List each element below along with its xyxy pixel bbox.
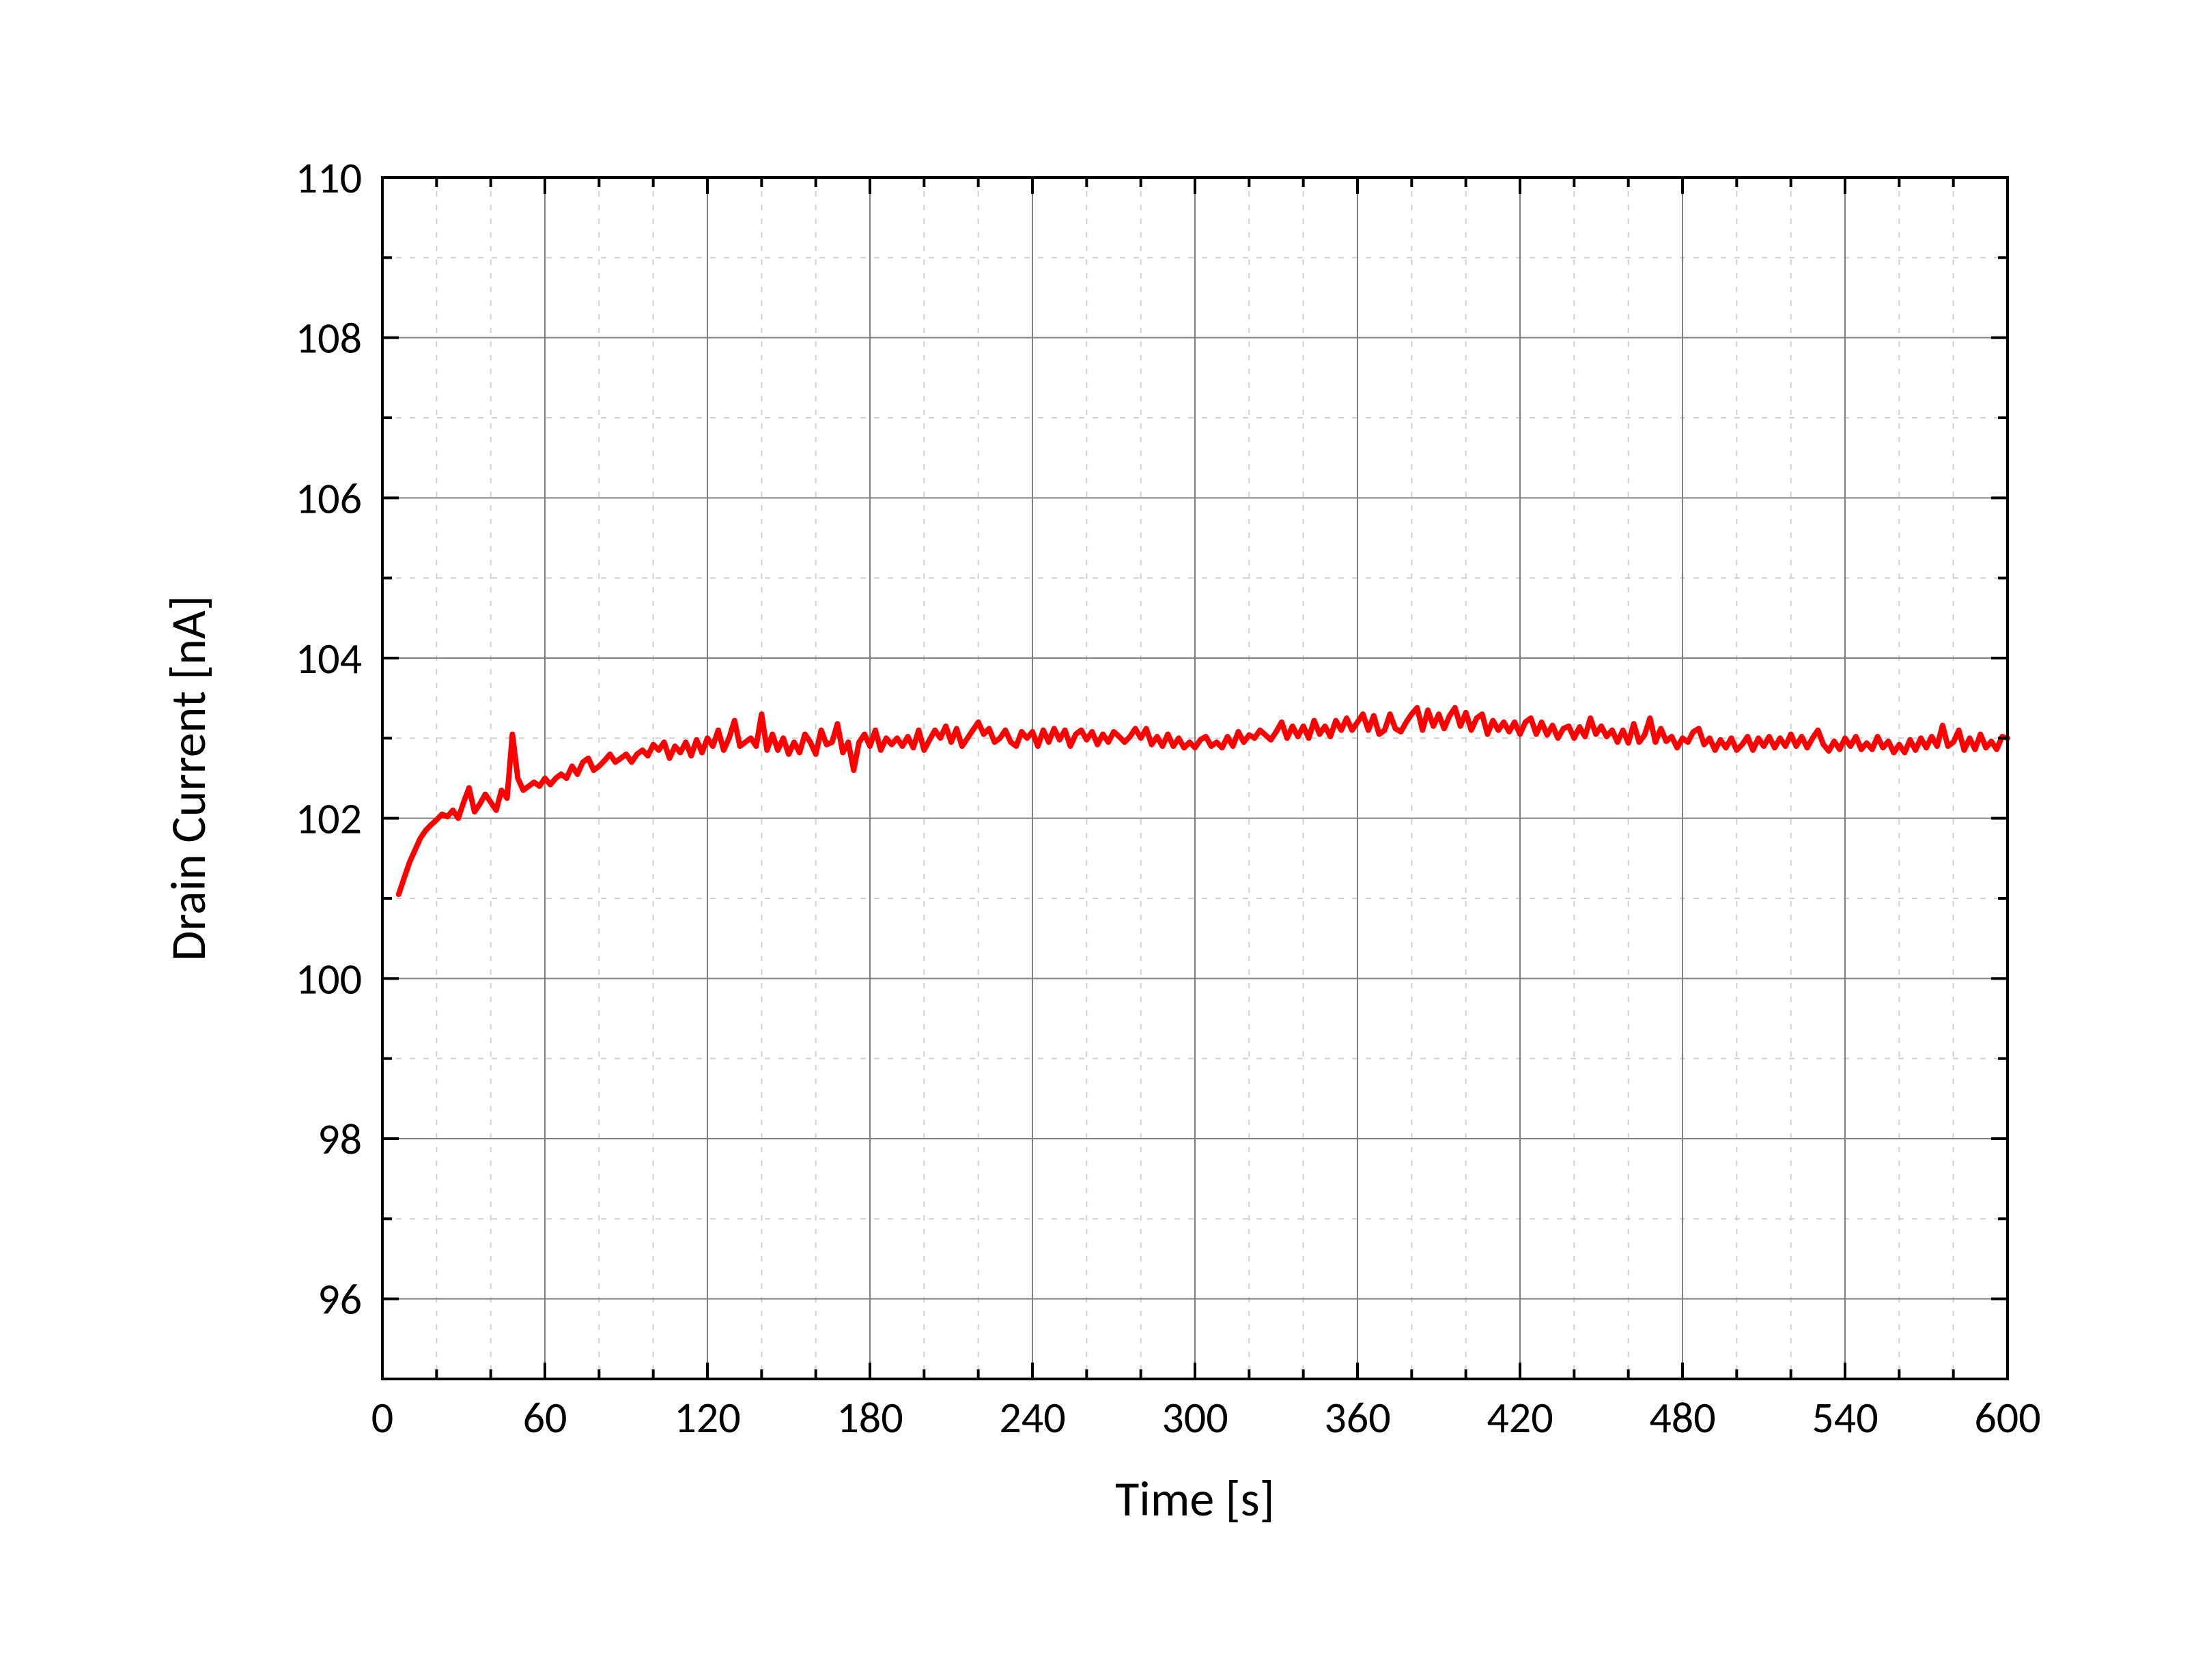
x-tick-label: 300 (1162, 1391, 1228, 1444)
x-tick-label: 480 (1649, 1391, 1715, 1444)
y-tick-label: 102 (296, 793, 362, 846)
x-tick-label: 360 (1324, 1391, 1390, 1444)
x-tick-label: 0 (371, 1391, 393, 1444)
y-axis-label: Drain Current [nA] (158, 595, 219, 961)
x-tick-label: 180 (836, 1391, 903, 1444)
x-tick-label: 120 (674, 1391, 740, 1444)
y-tick-label: 96 (318, 1273, 362, 1326)
x-tick-label: 240 (999, 1391, 1065, 1444)
drain-current-chart: 0 60 120 180 240 300 360 420 480 540 600 96 98 100 102… (0, 0, 2196, 1680)
page: 0 60 120 180 240 300 360 420 480 540 600 96 98 100 102… (0, 0, 2196, 1680)
x-tick-label: 600 (1974, 1391, 2040, 1444)
y-tick-label: 100 (296, 952, 362, 1006)
x-tick-label: 540 (1812, 1391, 1878, 1444)
y-tick-label: 110 (296, 152, 362, 205)
y-tick-label: 106 (296, 472, 362, 525)
x-tick-label: 60 (523, 1391, 567, 1444)
y-tick-label: 104 (296, 632, 362, 685)
y-tick-label: 98 (318, 1113, 362, 1166)
x-axis-label: Time [s] (1115, 1469, 1275, 1529)
y-tick-label: 108 (296, 312, 362, 365)
x-tick-label: 420 (1487, 1391, 1553, 1444)
